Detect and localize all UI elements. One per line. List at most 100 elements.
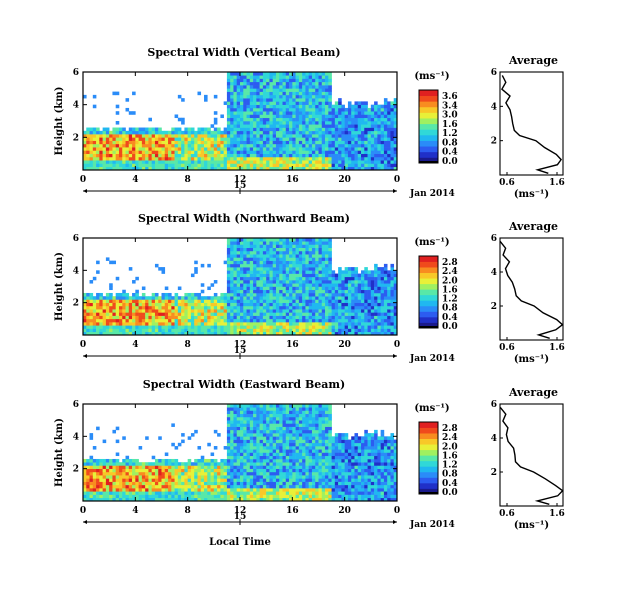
heatmap-cell	[283, 316, 287, 320]
heatmap-cell	[276, 316, 280, 320]
heatmap-cell	[181, 309, 185, 313]
heatmap-cell	[224, 465, 228, 469]
heatmap-cell	[233, 287, 237, 291]
heatmap-cell	[315, 128, 319, 132]
heatmap-cell	[354, 111, 358, 115]
heatmap-cell	[112, 163, 116, 167]
heatmap-cell	[309, 88, 313, 92]
heatmap-cell	[361, 274, 365, 278]
heatmap-cell	[152, 491, 156, 495]
heatmap-cell	[335, 134, 339, 138]
heatmap-cell	[86, 325, 90, 329]
heatmap-cell	[112, 157, 116, 161]
heatmap-cell	[109, 319, 113, 323]
heatmap-cell	[237, 414, 241, 418]
heatmap-cell	[201, 459, 205, 463]
heatmap-cell	[243, 251, 247, 255]
heatmap-cell	[119, 322, 123, 326]
heatmap-cell	[341, 325, 345, 329]
heatmap-cell	[96, 270, 100, 274]
heatmap-cell	[312, 312, 316, 316]
heatmap-cell	[207, 147, 211, 151]
heatmap-cell	[129, 478, 133, 482]
heatmap-cell	[364, 121, 368, 125]
heatmap-cell	[322, 322, 326, 326]
heatmap-cell	[237, 316, 241, 320]
heatmap-cell	[129, 469, 133, 473]
heatmap-cell	[263, 160, 267, 164]
heatmap-cell	[86, 144, 90, 148]
heatmap-cell	[361, 270, 365, 274]
heatmap-cell	[253, 280, 257, 284]
heatmap-cell	[312, 261, 316, 265]
heatmap-cell	[103, 478, 107, 482]
heatmap-cell	[338, 299, 342, 303]
heatmap-cell	[305, 137, 309, 141]
heatmap-cell	[256, 478, 260, 482]
heatmap-cell	[292, 124, 296, 128]
heatmap-cell	[119, 488, 123, 492]
heatmap-cell	[312, 293, 316, 297]
heatmap-cell	[364, 290, 368, 294]
heatmap-cell	[126, 306, 130, 310]
heatmap-cell	[377, 283, 381, 287]
heatmap-cell	[269, 316, 273, 320]
heatmap-cell	[315, 274, 319, 278]
heatmap-cell	[175, 482, 179, 486]
heatmap-cell	[233, 124, 237, 128]
heatmap-cell	[152, 299, 156, 303]
heatmap-cell	[201, 141, 205, 145]
heatmap-cell	[93, 134, 97, 138]
heatmap-cell	[119, 495, 123, 499]
heatmap-cell	[126, 472, 130, 476]
heatmap-cell	[233, 491, 237, 495]
heatmap-cell	[387, 287, 391, 291]
heatmap-cell	[361, 287, 365, 291]
heatmap-cell	[253, 488, 257, 492]
heatmap-cell	[325, 244, 329, 248]
heatmap-cell	[247, 244, 251, 248]
heatmap-cell	[371, 144, 375, 148]
heatmap-cell	[260, 459, 264, 463]
heatmap-cell	[204, 144, 208, 148]
heatmap-cell	[325, 270, 329, 274]
heatmap-cell	[230, 446, 234, 450]
heatmap-cell	[312, 141, 316, 145]
heatmap-cell	[184, 160, 188, 164]
heatmap-cell	[384, 319, 388, 323]
heatmap-cell	[116, 299, 120, 303]
heatmap-cell	[361, 114, 365, 118]
heatmap-cell	[292, 261, 296, 265]
heatmap-cell	[155, 137, 159, 141]
heatmap-cell	[99, 475, 103, 479]
heatmap-cell	[309, 131, 313, 135]
heatmap-cell	[175, 157, 179, 161]
heatmap-cell	[260, 108, 264, 112]
heatmap-cell	[184, 491, 188, 495]
heatmap-cell	[191, 137, 195, 141]
heatmap-cell	[139, 141, 143, 145]
heatmap-cell	[390, 274, 394, 278]
heatmap-cell	[237, 254, 241, 258]
heatmap-cell	[230, 244, 234, 248]
heatmap-cell	[273, 147, 277, 151]
heatmap-cell	[286, 270, 290, 274]
heatmap-cell	[390, 290, 394, 294]
heatmap-cell	[224, 316, 228, 320]
heatmap-cell	[335, 160, 339, 164]
heatmap-cell	[266, 108, 270, 112]
heatmap-cell	[263, 101, 267, 105]
heatmap-cell	[211, 465, 215, 469]
heatmap-cell	[361, 303, 365, 307]
heatmap-cell	[286, 147, 290, 151]
heatmap-cell	[260, 137, 264, 141]
heatmap-cell	[247, 427, 251, 431]
heatmap-cell	[132, 134, 136, 138]
heatmap-cell	[263, 303, 267, 307]
heatmap-cell	[354, 296, 358, 300]
heatmap-cell	[341, 312, 345, 316]
heatmap-cell	[377, 163, 381, 167]
heatmap-cell	[135, 309, 139, 313]
heatmap-cell	[155, 303, 159, 307]
heatmap-cell	[152, 309, 156, 313]
